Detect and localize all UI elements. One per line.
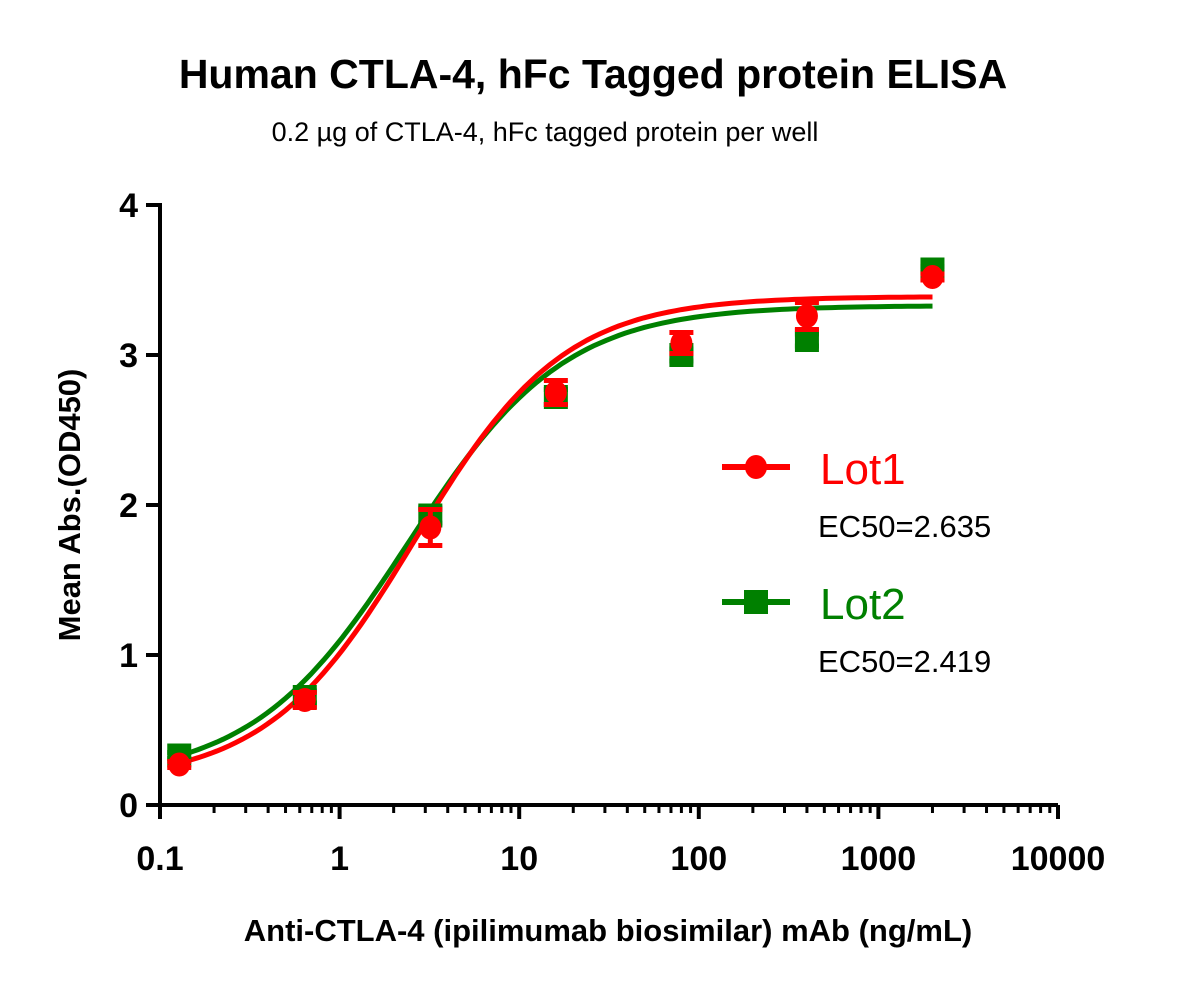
x-tick-label: 1000 — [841, 840, 917, 878]
y-tick-label: 4 — [119, 187, 138, 225]
legend-marker — [745, 455, 767, 479]
legend-label: Lot2 — [820, 580, 906, 629]
y-tick-label: 1 — [119, 637, 138, 675]
data-point-lot1 — [544, 380, 567, 405]
legend-label: Lot1 — [820, 445, 906, 494]
x-tick-label: 0.1 — [136, 840, 183, 878]
ec50-annotation: EC50=2.419 — [818, 644, 991, 679]
chart-subtitle: 0.2 µg of CTLA-4, hFc tagged protein per… — [272, 117, 819, 147]
legend-marker — [744, 590, 768, 614]
y-tick-label: 2 — [119, 487, 138, 525]
data-point-lot1 — [419, 515, 442, 540]
data-point-lot1 — [670, 331, 693, 355]
ec50-annotation: EC50=2.635 — [818, 509, 991, 544]
x-tick-label: 1 — [330, 840, 349, 878]
y-tick-label: 0 — [119, 787, 138, 825]
chart-title: Human CTLA-4, hFc Tagged protein ELISA — [179, 51, 1007, 97]
x-tick-label: 10000 — [1011, 840, 1106, 878]
data-point-lot1 — [921, 265, 944, 289]
x-tick-label: 10 — [500, 840, 538, 878]
data-point-lot1 — [168, 752, 191, 777]
x-tick-label: 100 — [670, 840, 727, 878]
data-point-lot1 — [293, 688, 316, 712]
y-tick-label: 3 — [119, 337, 138, 375]
y-axis-label: Mean Abs.(OD450) — [52, 369, 87, 642]
x-axis-label: Anti-CTLA-4 (ipilimumab biosimilar) mAb … — [244, 913, 972, 948]
data-point-lot1 — [795, 304, 818, 328]
